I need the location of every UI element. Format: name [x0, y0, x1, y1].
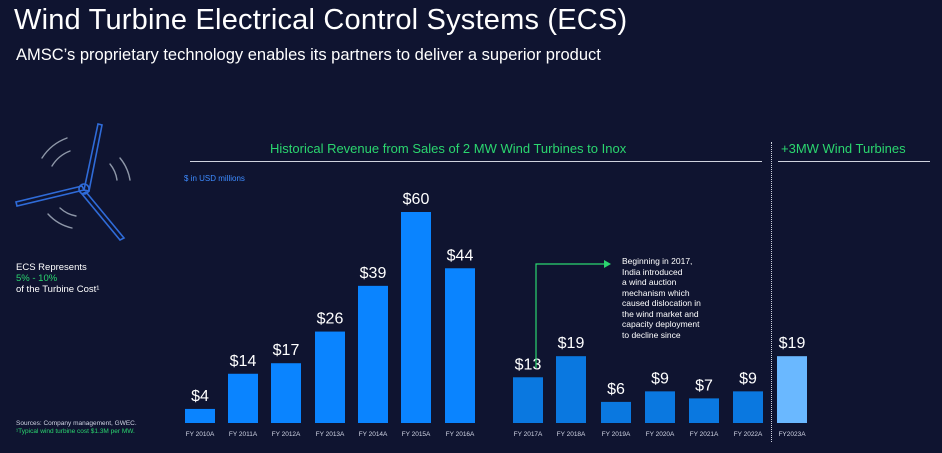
x-tick-label: FY 2019A: [602, 431, 631, 438]
data-label: $9: [739, 370, 757, 387]
bar-fy-2021a: [689, 398, 719, 423]
data-label: $14: [230, 353, 257, 370]
ecs-cost-note: ECS Represents 5% - 10% of the Turbine C…: [16, 262, 99, 295]
data-label: $7: [695, 377, 713, 394]
x-tick-label: FY 2014A: [359, 431, 388, 438]
future-section-title: +3MW Wind Turbines: [781, 141, 906, 156]
ecs-note-line1: ECS Represents: [16, 262, 87, 273]
data-label: $44: [447, 247, 474, 264]
bar-fy-2018a: [556, 356, 586, 423]
annotation-line: India introduced: [622, 266, 683, 277]
bar-fy-2012a: [271, 363, 301, 423]
x-tick-label: FY 2022A: [734, 431, 763, 438]
future-section-rule: [778, 161, 930, 162]
data-label: $26: [317, 311, 344, 328]
x-tick-label: FY 2016A: [446, 431, 475, 438]
bar-fy-2011a: [228, 373, 258, 423]
page-title: Wind Turbine Electrical Control Systems …: [14, 4, 628, 36]
annotation-line: capacity deployment: [622, 319, 700, 329]
bar-fy-2013a: [315, 331, 345, 423]
bar-fy-2022a: [733, 391, 763, 423]
data-label: $60: [403, 191, 430, 208]
footnote-line: ¹Typical wind turbine cost $1.3M per MW.: [16, 428, 135, 435]
wind-turbine-icon: [15, 123, 131, 242]
data-label: $9: [651, 370, 669, 387]
annotation-line: the wind market and: [622, 308, 699, 319]
page-subtitle: AMSC’s proprietary technology enables it…: [16, 46, 601, 64]
ecs-note-percentage: 5% - 10%: [16, 273, 58, 284]
x-tick-label: FY 2015A: [402, 431, 431, 438]
x-tick-label: FY 2013A: [316, 431, 345, 438]
bar-fy-2017a: [513, 377, 543, 423]
bar-fy-2019a: [601, 401, 631, 423]
annotation-line: mechanism which: [622, 287, 690, 298]
annotation-text: Beginning in 2017, India introduced a wind…: [622, 256, 752, 340]
bar-fy-2015a: [401, 212, 431, 423]
annotation-arrowhead: [604, 260, 611, 268]
data-label: $19: [558, 335, 585, 352]
data-label: $13: [515, 356, 542, 373]
x-tick-label: FY 2020A: [646, 431, 675, 438]
data-label: $39: [360, 265, 387, 282]
historical-section-title: Historical Revenue from Sales of 2 MW Wi…: [270, 141, 627, 156]
section-divider: [771, 142, 772, 442]
bar-fy-2014a: [358, 285, 388, 423]
x-tick-label: FY 2021A: [690, 431, 719, 438]
unit-label: $ in USD millions: [184, 174, 245, 183]
sources-footnote: Sources: Company management, GWEC. ¹Typi…: [16, 420, 137, 436]
annotation-line: caused dislocation in: [622, 298, 701, 308]
x-tick-label: FY 2018A: [557, 431, 586, 438]
annotation-line: a wind auction: [622, 277, 677, 287]
bar-fy-2020a: [645, 391, 675, 423]
x-tick-label: FY 2010A: [186, 431, 215, 438]
sources-line: Sources: Company management, GWEC.: [16, 420, 137, 427]
historical-section-rule: [190, 161, 762, 162]
data-label: $17: [273, 342, 300, 359]
ecs-note-line3: of the Turbine Cost¹: [16, 284, 100, 295]
x-tick-label: FY2023A: [778, 431, 806, 438]
bar-fy2023a: [777, 356, 807, 423]
annotation-line: Beginning in 2017,: [622, 256, 693, 266]
x-tick-label: FY 2011A: [229, 431, 258, 438]
data-label: $4: [191, 388, 209, 405]
bar-fy-2010a: [185, 408, 215, 423]
data-label: $6: [607, 381, 625, 398]
annotation-line: to decline since: [622, 329, 681, 340]
x-tick-label: FY 2017A: [514, 431, 543, 438]
x-tick-label: FY 2012A: [272, 431, 301, 438]
annotation-arrow: [535, 263, 604, 368]
data-label: $19: [779, 335, 806, 352]
bar-fy-2016a: [445, 268, 475, 423]
